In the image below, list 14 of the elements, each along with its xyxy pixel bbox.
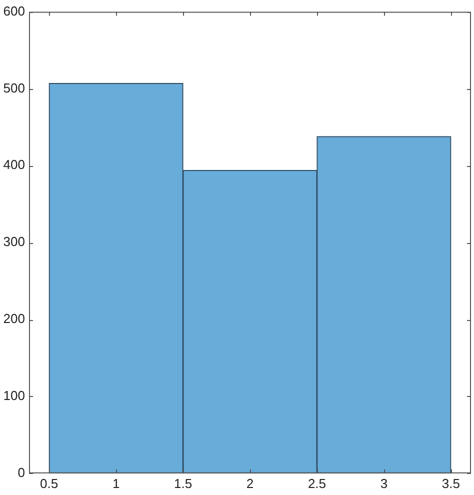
y-tick-label: 100	[3, 388, 25, 404]
x-tick-label: 2	[246, 476, 254, 491]
y-tick-label: 400	[3, 157, 25, 172]
y-tick-label: 600	[3, 3, 25, 18]
x-tick-label: 3.5	[442, 476, 460, 491]
x-tick-label: 0.5	[40, 476, 58, 491]
y-tick-label: 0	[18, 464, 25, 480]
x-tick-label: 2.5	[308, 476, 326, 491]
y-tick-label: 500	[3, 80, 25, 96]
y-tick-label: 200	[3, 311, 25, 326]
y-tick-label: 300	[3, 234, 25, 250]
x-tick-label: 1.5	[174, 476, 192, 491]
x-tick-label: 3	[380, 476, 388, 491]
x-tick-label: 1	[112, 476, 120, 491]
